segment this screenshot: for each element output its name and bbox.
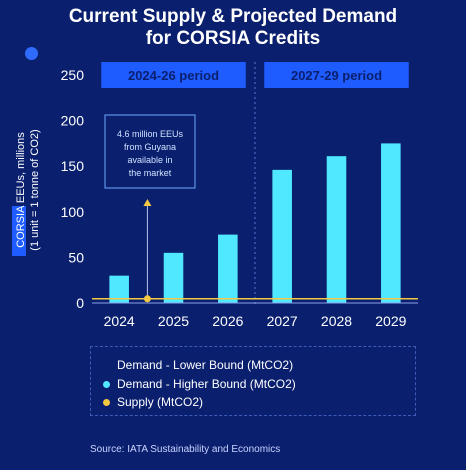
annotation-box — [104, 114, 196, 189]
bar-demand-higher-bound — [218, 234, 238, 303]
legend-item-lower-bound: Demand - Lower Bound (MtCO2) — [103, 357, 293, 373]
x-tick-label: 2024 — [104, 313, 135, 329]
bar-demand-higher-bound — [326, 156, 347, 303]
chart-area: 0 50 100 150 200 250 CORSIA EEUs, millions (1 u… — [12, 62, 418, 329]
x-tick-label: 2028 — [321, 313, 352, 329]
period-label: 2027-29 period — [291, 68, 382, 83]
bar-demand-higher-bound — [163, 252, 184, 303]
y-tick-label: 100 — [61, 204, 85, 220]
legend-item-supply: Supply (MtCO2) — [103, 394, 203, 410]
legend-item-higher-bound: Demand - Higher Bound (MtCO2) — [103, 376, 296, 392]
source-note: Source: IATA Sustainability and Economic… — [90, 444, 281, 455]
period-box — [101, 62, 246, 88]
annotation-arrowhead — [143, 199, 152, 206]
supply-point — [143, 295, 151, 303]
y-tick-label: 50 — [68, 249, 84, 265]
y-axis-title: CORSIA EEUs, millions (1 unit = 1 tonne o… — [12, 129, 41, 256]
annotation-text-line: 4.6 million EEUs — [117, 129, 184, 139]
y-axis-title-line: (1 unit = 1 tonne of CO2) — [29, 129, 41, 250]
annotation-text-line: available in — [127, 155, 172, 165]
x-tick-label: 2025 — [158, 313, 189, 329]
legend-label-supply: Supply (MtCO2) — [117, 395, 204, 409]
title-line-1: Current Supply & Projected Demand — [68, 6, 398, 27]
y-tick-label: 150 — [61, 158, 85, 174]
bar-demand-higher-bound — [109, 275, 129, 303]
period-label: 2024-26 period — [128, 68, 219, 83]
chart-title: Current Supply & Projected Demand for CO… — [0, 6, 466, 50]
y-axis-title-highlight — [12, 206, 26, 256]
legend: Demand - Lower Bound (MtCO2) Demand - Hi… — [90, 346, 416, 416]
bar-demand-higher-bound — [272, 169, 292, 303]
legend-marker-higher-bound — [103, 380, 110, 388]
legend-label-higher-bound: Demand - Higher Bound (MtCO2) — [117, 377, 296, 391]
annotation-text-line: the market — [129, 168, 172, 178]
y-axis-title-line: CORSIA EEUs, millions — [15, 132, 27, 248]
bar-demand-higher-bound — [381, 143, 401, 303]
y-tick-label: 250 — [61, 67, 85, 83]
x-tick-label: 2027 — [267, 313, 298, 329]
title-line-2: for CORSIA Credits — [145, 28, 321, 49]
legend-label-lower-bound: Demand - Lower Bound (MtCO2) — [117, 358, 294, 372]
x-tick-label: 2029 — [375, 313, 406, 329]
legend-marker-lower-bound — [103, 362, 110, 369]
x-tick-label: 2026 — [212, 313, 243, 329]
y-tick-label: 0 — [76, 295, 84, 311]
decorative-dot — [25, 47, 38, 60]
annotation-text-line: from Guyana — [124, 142, 176, 152]
legend-marker-supply — [103, 398, 110, 406]
period-box — [264, 62, 409, 88]
y-tick-label: 200 — [61, 113, 85, 129]
